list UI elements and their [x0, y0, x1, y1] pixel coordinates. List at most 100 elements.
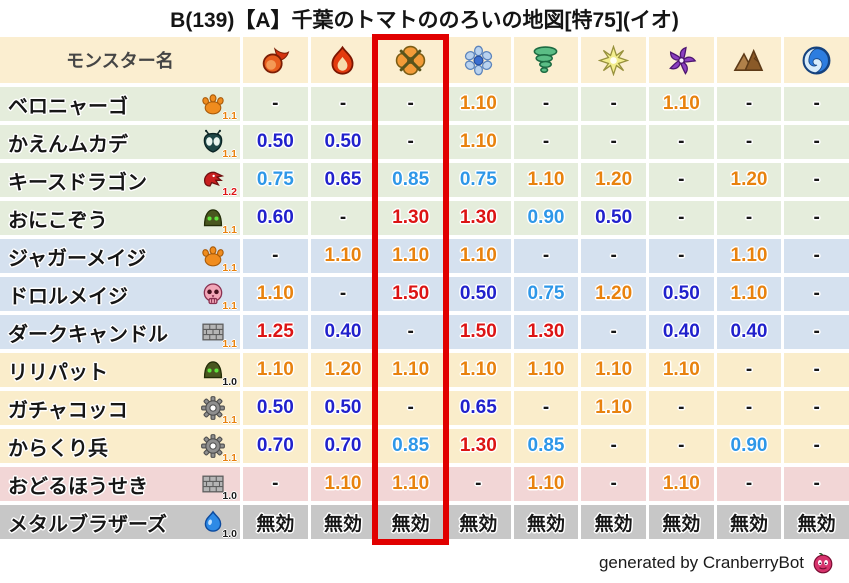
resist-value: 1.30	[527, 321, 565, 342]
resist-cell: 無効	[581, 505, 646, 539]
resist-value: -	[339, 283, 347, 304]
monster-name-cell: メタルブラザーズ 1.0	[0, 505, 240, 540]
resist-cell: 1.20	[716, 163, 782, 197]
resist-cell: -	[378, 125, 443, 159]
resist-cell: -	[513, 239, 579, 273]
resist-value: -	[745, 131, 753, 152]
footer: generated by CranberryBot	[0, 543, 849, 575]
explosion-icon	[395, 45, 426, 76]
resist-cell: -	[784, 467, 849, 501]
resist-value: 無効	[797, 513, 836, 535]
monster-rate: 1.1	[222, 262, 237, 274]
resist-cell: 無効	[445, 505, 511, 539]
resist-cell: -	[716, 201, 782, 235]
element-column-header	[445, 37, 511, 83]
resist-cell: -	[581, 125, 646, 159]
resist-value: -	[407, 397, 414, 418]
resist-cell: -	[648, 201, 714, 235]
resist-value: 1.50	[459, 321, 497, 342]
resist-cell: 1.30	[445, 201, 511, 235]
resist-value: 0.50	[324, 131, 362, 152]
resist-value: 1.10	[662, 359, 700, 380]
resist-value: 1.30	[392, 207, 430, 228]
resist-value: 0.50	[662, 283, 700, 304]
resist-value: -	[745, 359, 753, 380]
element-column-header	[310, 37, 376, 83]
resist-value: 1.10	[459, 131, 497, 152]
resist-cell: 1.30	[513, 315, 579, 349]
resist-cell: 1.10	[445, 353, 511, 387]
monster-name: ベロニャーゴ	[8, 95, 128, 118]
resist-value: 0.85	[527, 435, 565, 456]
table-row: からくり兵 1.1 0.70 0.70 0.85 1.30 0.85 - - 0.90 -	[0, 429, 849, 464]
resist-value: 0.50	[595, 207, 633, 228]
resist-cell: 1.10	[243, 277, 308, 311]
page-title: B(139)【A】千葉のトマトののろいの地図[特75](イオ)	[170, 9, 679, 32]
slime-icon: 1.0	[200, 509, 237, 540]
resist-cell: 0.90	[513, 201, 579, 235]
resist-value: 1.10	[527, 169, 565, 190]
resist-value: 無効	[729, 513, 768, 535]
element-column-header	[581, 37, 646, 83]
resist-value: -	[610, 435, 617, 456]
monster-rate: 1.1	[222, 224, 237, 236]
resist-value: -	[542, 397, 550, 418]
wave-icon	[801, 45, 832, 76]
monster-name: からくり兵	[8, 437, 108, 460]
resist-value: 1.10	[459, 359, 497, 380]
resist-value: -	[813, 473, 820, 494]
wall-icon: 1.0	[200, 471, 237, 502]
monster-rate: 1.1	[222, 300, 237, 312]
resist-value: 1.10	[730, 283, 768, 304]
resist-value: -	[813, 397, 820, 418]
monster-rate: 1.1	[222, 414, 237, 426]
resist-value: -	[813, 359, 820, 380]
resist-cell: -	[784, 315, 849, 349]
resist-cell: 0.50	[581, 201, 646, 235]
table-body: ベロニャーゴ 1.1 - - - 1.10 - - 1.10 - - かえんムカデ 1.1 0.50 0.5…	[0, 87, 849, 540]
resist-value: 1.10	[392, 473, 430, 494]
resist-value: 無効	[391, 513, 430, 535]
resist-cell: -	[581, 239, 646, 273]
resist-cell: -	[784, 239, 849, 273]
resist-cell: -	[378, 391, 443, 425]
hood-icon: 1.0	[200, 357, 237, 388]
monster-name-cell: ガチャコッコ 1.1	[0, 391, 240, 426]
resist-cell: 1.50	[378, 277, 443, 311]
resist-value: 1.10	[392, 359, 430, 380]
resist-cell: 1.10	[445, 239, 511, 273]
resist-cell: 1.30	[378, 201, 443, 235]
resist-cell: 1.20	[581, 163, 646, 197]
resist-value: -	[272, 93, 279, 114]
resist-cell: 1.10	[513, 353, 579, 387]
resist-value: -	[339, 207, 347, 228]
resist-cell: 0.60	[243, 201, 308, 235]
resist-cell: -	[445, 467, 511, 501]
resist-value: 1.20	[730, 169, 768, 190]
monster-name-cell: ダークキャンドル 1.1	[0, 315, 240, 350]
monster-name: ジャガーメイジ	[8, 247, 147, 270]
resist-cell: -	[784, 125, 849, 159]
skull-icon: 1.1	[200, 281, 237, 312]
resist-cell: 0.50	[310, 125, 376, 159]
resist-value: -	[407, 131, 414, 152]
resist-value: -	[542, 245, 550, 266]
resist-cell: -	[648, 125, 714, 159]
monster-name-cell: おにこぞう 1.1	[0, 201, 240, 236]
element-column-header	[716, 37, 782, 83]
resist-value: -	[272, 473, 279, 494]
resist-value: 1.30	[459, 207, 497, 228]
fireball-icon	[260, 45, 291, 76]
resist-value: 0.50	[324, 397, 362, 418]
resist-cell: -	[784, 87, 849, 121]
resist-value: 1.10	[595, 397, 633, 418]
table-row: キースドラゴン 1.2 0.75 0.65 0.85 0.75 1.10 1.20 - 1.20 -	[0, 163, 849, 198]
gear-icon: 1.1	[200, 433, 237, 464]
resist-value: 0.65	[459, 397, 497, 418]
resist-value: -	[339, 93, 347, 114]
resist-value: 0.75	[459, 169, 497, 190]
monster-rate: 1.0	[222, 376, 237, 388]
resist-cell: 0.40	[310, 315, 376, 349]
resist-value: 1.25	[256, 321, 294, 342]
element-column-header	[378, 37, 443, 83]
